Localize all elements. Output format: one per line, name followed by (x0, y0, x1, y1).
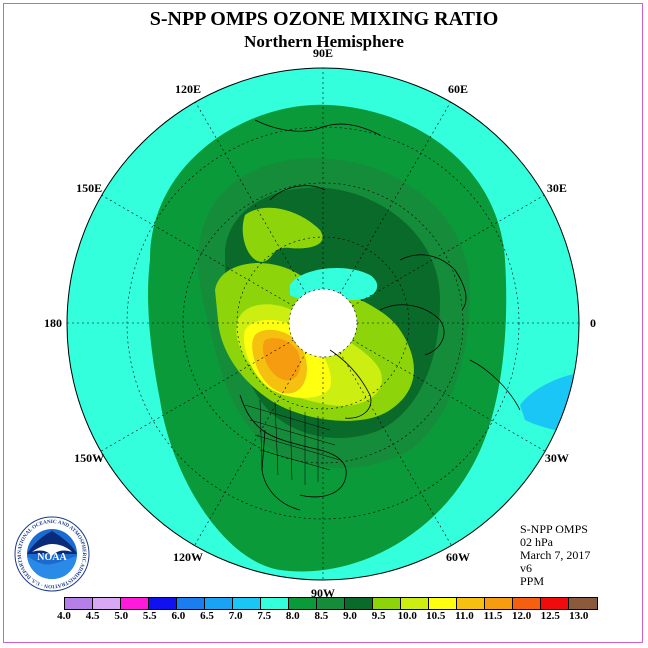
colorbar-tick-label: 9.0 (343, 610, 357, 622)
longitude-label: 30E (547, 181, 567, 195)
colorbar-tick-label: 7.0 (228, 610, 243, 622)
info-line: 02 hPa (520, 535, 553, 549)
colorbar-swatch (373, 598, 401, 609)
colorbar-tick-label: 7.5 (257, 610, 272, 622)
map-subtitle: Northern Hemisphere (244, 32, 404, 51)
colorbar-tick-label: 8.5 (314, 610, 329, 622)
longitude-label: 0 (590, 316, 596, 330)
noaa-logo: NATIONAL OCEANIC AND ATMOSPHERIC ADMINIS… (12, 512, 90, 592)
colorbar-tick-label: 13.0 (569, 610, 589, 622)
longitude-label: 60W (446, 550, 470, 564)
colorbar-tick-label: 11.5 (483, 610, 503, 622)
longitude-label: 60E (448, 82, 468, 96)
polar-no-data (289, 289, 357, 357)
colorbar-swatch (261, 598, 289, 609)
meridian-line (194, 101, 307, 294)
colorbar-swatch (485, 598, 513, 609)
ozone-band-9-5-upper (242, 207, 323, 262)
colorbar-tick-label: 11.0 (455, 610, 474, 622)
longitude-label: 90E (313, 46, 333, 60)
longitude-label: 120W (173, 550, 203, 564)
colorbar-swatch (205, 598, 233, 609)
colorbar-tick-label: 4.0 (57, 610, 71, 622)
colorbar-tick-label: 10.0 (397, 610, 417, 622)
colorbar-tick-label: 4.5 (85, 610, 100, 622)
ozone-band-7-0-east (520, 371, 579, 440)
longitude-label: 180 (44, 316, 62, 330)
meridian-line (194, 352, 307, 545)
colorbar-swatch (317, 598, 345, 609)
longitude-label: 150E (76, 181, 102, 195)
longitude-label: 120E (175, 82, 201, 96)
map-boundary (66, 67, 580, 581)
logo-text: NOAA (37, 552, 67, 563)
colorbar-swatch (569, 598, 597, 609)
colorbar-swatch (457, 598, 485, 609)
colorbar-swatch (65, 598, 93, 609)
colorbar-swatch (149, 598, 177, 609)
info-line: v6 (520, 561, 532, 575)
colorbar-tick-label: 10.5 (426, 610, 446, 622)
colorbar-swatch (177, 598, 205, 609)
meridian-line (101, 339, 294, 452)
longitude-labels: 90E 60E 30E 0 30W 60W 90W 120W 150W 180 150E 120E (44, 46, 596, 600)
colorbar-swatch (401, 598, 429, 609)
meridian-line (101, 194, 294, 307)
colorbar-labels: 4.0 4.5 5.0 5.5 6.0 6.5 7.0 7.5 8.0 8.5 9.0 9.5 10.0… (52, 610, 612, 626)
colorbar-tick-label: 12.5 (540, 610, 560, 622)
colorbar-tick-label: 6.5 (200, 610, 214, 622)
us-state-grid (244, 399, 341, 485)
colorbar-swatch (121, 598, 149, 609)
colorbar-tick-label: 5.5 (142, 610, 157, 622)
meridians (67, 68, 579, 579)
longitude-label: 30W (545, 451, 569, 465)
product-info: S-NPP OMPS 02 hPa March 7, 2017 v6 PPM (520, 523, 590, 588)
info-line: PPM (520, 574, 545, 588)
colorbar-tick-label: 5.0 (114, 610, 129, 622)
longitude-label: 90W (311, 586, 335, 600)
colorbar-swatch (289, 598, 317, 609)
meridian-line (339, 101, 452, 294)
colorbar-swatch (541, 598, 569, 609)
colorbar-swatch (233, 598, 261, 609)
page-frame (3, 3, 643, 643)
info-line: S-NPP OMPS (520, 522, 588, 536)
colorbar-swatch (345, 598, 373, 609)
info-line: March 7, 2017 (520, 548, 591, 562)
meridian-line (352, 339, 545, 452)
longitude-label: 150W (74, 451, 104, 465)
meridian-line (339, 352, 452, 545)
colorbar (64, 597, 598, 610)
colorbar-swatch (93, 598, 121, 609)
colorbar-tick-label: 12.0 (511, 610, 532, 622)
colorbar-tick-label: 6.0 (171, 610, 186, 622)
colorbar-swatch (513, 598, 541, 609)
colorbar-swatch (429, 598, 457, 609)
map-title: S-NPP OMPS OZONE MIXING RATIO (149, 8, 499, 30)
ozone-band-11-5 (262, 338, 301, 381)
colorbar-tick-label: 9.5 (371, 610, 386, 622)
meridian-line (352, 194, 545, 307)
colorbar-tick-label: 8.0 (285, 610, 300, 622)
